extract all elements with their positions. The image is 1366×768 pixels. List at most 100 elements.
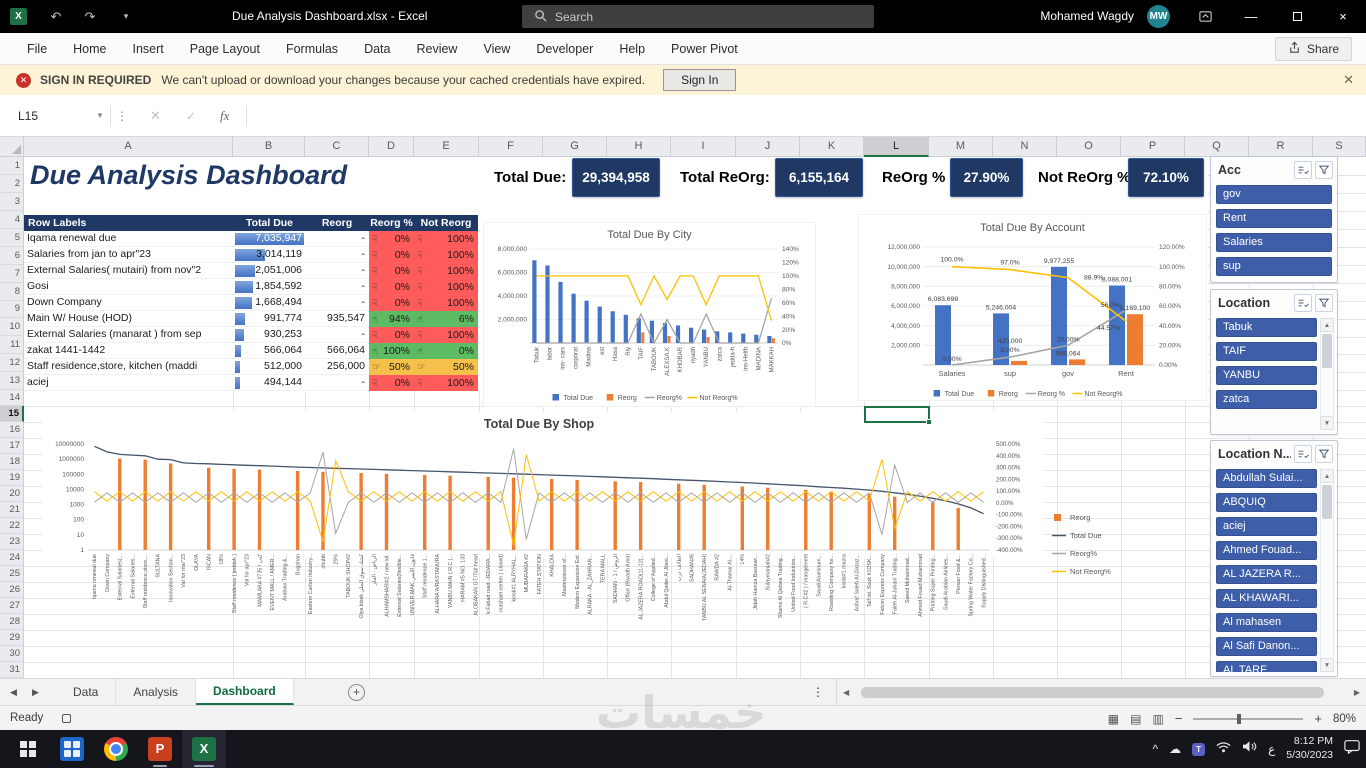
row-header-31[interactable]: 31: [0, 662, 24, 678]
avatar[interactable]: MW: [1147, 5, 1170, 28]
excel-taskbar-icon[interactable]: X: [182, 730, 226, 768]
sheet-nav-left-icon[interactable]: ◀: [10, 687, 17, 697]
slicer-item[interactable]: Tabuk: [1216, 318, 1317, 337]
row-header-24[interactable]: 24: [0, 550, 24, 567]
row-header-4[interactable]: 4: [0, 210, 24, 229]
slicer-scrollbar[interactable]: ▲ ▼: [1320, 469, 1334, 672]
share-button[interactable]: Share: [1274, 37, 1352, 61]
slicer-item[interactable]: Al Safi Danon...: [1216, 637, 1317, 656]
column-header-R[interactable]: R: [1249, 137, 1313, 157]
column-header-K[interactable]: K: [800, 137, 864, 157]
notification-close-icon[interactable]: ✕: [1343, 72, 1354, 87]
slicer-item[interactable]: Al mahasen: [1216, 613, 1317, 632]
zoom-slider-thumb[interactable]: [1237, 713, 1242, 724]
teams-icon[interactable]: T: [1192, 742, 1206, 756]
slicer-scrollbar-thumb[interactable]: [1322, 334, 1332, 368]
row-header-26[interactable]: 26: [0, 582, 24, 599]
volume-icon[interactable]: [1242, 740, 1257, 758]
slicer-scrollbar-thumb[interactable]: [1322, 485, 1332, 519]
column-header-M[interactable]: M: [929, 137, 993, 157]
row-header-1[interactable]: 1: [0, 157, 24, 175]
slicer-locationn[interactable]: Location N... Abdullah Sulai... ABQUIQ acie…: [1210, 440, 1338, 677]
horizontal-scrollbar[interactable]: ◀ ▶: [836, 679, 1366, 705]
slicer-item[interactable]: ABQUIQ: [1216, 493, 1317, 512]
slicer-item[interactable]: zatca: [1216, 390, 1317, 409]
slicer-item[interactable]: Abdullah Sulai...: [1216, 469, 1317, 488]
ribbon-tab-page-layout[interactable]: Page Layout: [189, 42, 260, 56]
close-button[interactable]: ×: [1339, 9, 1347, 24]
chart-total-due-by-city[interactable]: Total Due By City 2,000,000 4,000,000 6,000…: [483, 222, 816, 407]
slicer-item[interactable]: aciej: [1216, 517, 1317, 536]
row-header-20[interactable]: 20: [0, 486, 24, 503]
column-header-N[interactable]: N: [993, 137, 1057, 157]
row-header-16[interactable]: 16: [0, 422, 24, 439]
taskbar-app-icon[interactable]: [50, 730, 94, 768]
powerpoint-icon[interactable]: P: [138, 730, 182, 768]
row-header-29[interactable]: 29: [0, 630, 24, 647]
slicer-item[interactable]: AL JAZERA R...: [1216, 565, 1317, 584]
pivot-table[interactable]: Row Labels Total Due Reorg Reorg % Not Reorg…: [24, 215, 478, 391]
column-header-A[interactable]: A: [24, 137, 233, 157]
chrome-icon[interactable]: [94, 730, 138, 768]
zoom-out-button[interactable]: −: [1174, 711, 1183, 726]
zoom-level[interactable]: 80%: [1332, 712, 1356, 725]
column-header-G[interactable]: G: [543, 137, 607, 157]
new-sheet-button[interactable]: +: [348, 684, 365, 701]
slicer-item[interactable]: TAIF: [1216, 342, 1317, 361]
multi-select-icon[interactable]: [1294, 293, 1312, 312]
language-indicator[interactable]: ع: [1268, 742, 1276, 756]
ribbon-tab-formulas[interactable]: Formulas: [285, 42, 339, 56]
ribbon-tab-developer[interactable]: Developer: [536, 42, 594, 56]
slicer-item[interactable]: Ahmed Fouad...: [1216, 541, 1317, 560]
chart-total-due-by-shop[interactable]: Total Due By Shop 10000000 1000000 100000 10…: [28, 408, 1131, 676]
zoom-slider[interactable]: [1193, 713, 1304, 724]
selected-cell-L15[interactable]: [864, 406, 932, 425]
column-header-H[interactable]: H: [607, 137, 671, 157]
ribbon-tab-file[interactable]: File: [27, 42, 48, 56]
scroll-up-icon[interactable]: ▲: [1320, 469, 1334, 483]
sheet-tab-analysis[interactable]: Analysis: [116, 679, 197, 705]
slicer-item[interactable]: sup: [1216, 257, 1332, 276]
row-header-10[interactable]: 10: [0, 318, 24, 337]
clear-filter-icon[interactable]: [1315, 160, 1333, 179]
insert-function-icon[interactable]: fx: [220, 108, 230, 123]
sheet-tab-data[interactable]: Data: [56, 679, 117, 705]
column-header-B[interactable]: B: [233, 137, 305, 157]
column-header-P[interactable]: P: [1121, 137, 1185, 157]
quick-access-dropdown-icon[interactable]: ▾: [123, 11, 129, 21]
column-header-O[interactable]: O: [1057, 137, 1121, 157]
zoom-in-button[interactable]: +: [1314, 711, 1322, 726]
row-header-22[interactable]: 22: [0, 518, 24, 535]
row-header-9[interactable]: 9: [0, 300, 24, 319]
select-all-button[interactable]: [0, 137, 24, 157]
row-header-11[interactable]: 11: [0, 336, 24, 355]
onedrive-icon[interactable]: ☁: [1169, 742, 1182, 756]
minimize-button[interactable]: —: [1244, 9, 1258, 24]
ribbon-display-options-icon[interactable]: [1198, 9, 1214, 25]
column-header-F[interactable]: F: [479, 137, 543, 157]
slicer-scrollbar[interactable]: ▲ ▼: [1320, 318, 1334, 430]
scroll-left-icon[interactable]: ◀: [843, 688, 850, 697]
row-header-7[interactable]: 7: [0, 264, 24, 283]
row-header-19[interactable]: 19: [0, 470, 24, 487]
user-name[interactable]: Mohamed Wagdy: [1040, 9, 1134, 23]
row-header-8[interactable]: 8: [0, 282, 24, 301]
formula-input[interactable]: [250, 101, 1356, 131]
column-header-L[interactable]: L: [864, 137, 929, 157]
row-header-2[interactable]: 2: [0, 174, 24, 193]
cancel-entry-icon[interactable]: ✕: [150, 108, 161, 123]
sheet-nav-right-icon[interactable]: ▶: [32, 687, 39, 697]
scroll-up-icon[interactable]: ▲: [1320, 318, 1334, 332]
row-header-12[interactable]: 12: [0, 354, 24, 373]
slicer-item[interactable]: Salaries: [1216, 233, 1332, 252]
row-header-23[interactable]: 23: [0, 534, 24, 551]
slicer-item[interactable]: YANBU: [1216, 366, 1317, 385]
wifi-icon[interactable]: [1216, 740, 1231, 758]
row-header-14[interactable]: 14: [0, 390, 24, 407]
normal-view-icon[interactable]: ▦: [1107, 711, 1120, 726]
row-header-6[interactable]: 6: [0, 246, 24, 265]
multi-select-icon[interactable]: [1294, 160, 1312, 179]
row-header-21[interactable]: 21: [0, 502, 24, 519]
row-header-5[interactable]: 5: [0, 228, 24, 247]
scroll-right-icon[interactable]: ▶: [1353, 688, 1360, 697]
